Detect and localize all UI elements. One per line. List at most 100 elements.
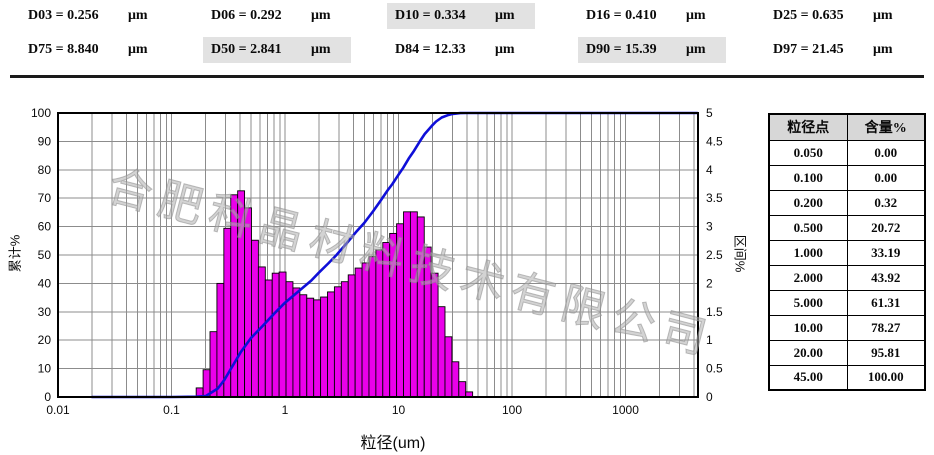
table-row: 0.500 20.72: [768, 214, 926, 241]
table-row: 0.200 0.32: [768, 189, 926, 216]
content-percent-cell: 43.92: [846, 264, 926, 291]
d-value-unit: μm: [873, 42, 893, 57]
left-tick-label: 40: [38, 276, 52, 290]
x-tick-label: 0.01: [46, 403, 70, 417]
d-value-text: D06 = 0.292: [211, 8, 282, 23]
table-header-content: 含量%: [846, 113, 926, 141]
size-point-cell: 10.00: [768, 314, 848, 341]
table-row: 5.000 61.31: [768, 289, 926, 316]
right-tick-label: 2.5: [706, 248, 723, 262]
header-separator: [10, 75, 924, 78]
x-tick-label: 10: [392, 403, 406, 417]
table-body: 0.050 0.00 0.100 0.00 0.200 0.32 0.500 20.72 1.0…: [768, 139, 926, 391]
x-tick-label: 100: [502, 403, 522, 417]
content-percent-cell: 95.81: [846, 339, 926, 366]
d-value-text: D03 = 0.256: [28, 8, 99, 23]
left-tick-label: 20: [38, 333, 52, 347]
table-row: 2.000 43.92: [768, 264, 926, 291]
left-tick-label: 30: [38, 305, 52, 319]
d-value-text: D16 = 0.410: [586, 8, 657, 23]
content-percent-cell: 0.00: [846, 164, 926, 191]
d-value-d84: D84 = 12.33 μm: [387, 37, 535, 63]
content-percent-cell: 20.72: [846, 214, 926, 241]
d-value-unit: μm: [495, 8, 515, 23]
d-value-d10: D10 = 0.334 μm: [387, 3, 535, 29]
cumulative-curve: [90, 111, 699, 399]
left-tick-label: 50: [38, 248, 52, 262]
left-tick-label: 70: [38, 191, 52, 205]
x-tick-label: 1: [282, 403, 289, 417]
left-tick-label: 80: [38, 163, 52, 177]
histogram-bars: [195, 190, 474, 398]
d-value-unit: μm: [686, 8, 706, 23]
size-point-cell: 0.500: [768, 214, 848, 241]
left-axis-title: 累计%: [7, 234, 23, 273]
d-value-unit: μm: [686, 42, 706, 57]
right-tick-label: 0.5: [706, 362, 723, 376]
right-tick-label: 4.5: [706, 134, 723, 148]
d-value-unit: μm: [873, 8, 893, 23]
x-axis-title: 粒径(um): [360, 435, 426, 452]
distribution-chart: 0 10 20 30 40 50 60 70 80 90 100 0 0.5 1 1.5 2 2.5 3 3.5 4 4…: [0, 95, 760, 455]
d-value-d16: D16 = 0.410 μm: [578, 3, 726, 29]
right-tick-label: 1.5: [706, 305, 723, 319]
d-value-unit: μm: [311, 8, 331, 23]
right-tick-label: 3: [706, 220, 713, 234]
x-tick-label: 1000: [612, 403, 639, 417]
size-content-table: 粒径点 含量% 0.050 0.00 0.100 0.00 0.200 0.32 0.500 2…: [768, 113, 926, 391]
d-value-text: D10 = 0.334: [395, 8, 466, 23]
right-tick-label: 0: [706, 390, 713, 404]
size-point-cell: 1.000: [768, 239, 848, 266]
left-tick-label: 60: [38, 220, 52, 234]
d-value-text: D84 = 12.33: [395, 42, 466, 57]
d-value-text: D50 = 2.841: [211, 42, 282, 57]
d-value-unit: μm: [495, 42, 515, 57]
size-point-cell: 2.000: [768, 264, 848, 291]
right-tick-label: 4: [706, 163, 713, 177]
right-axis-title: 区间%: [732, 234, 748, 273]
left-tick-label: 100: [31, 106, 51, 120]
content-percent-cell: 0.00: [846, 139, 926, 166]
d-value-d50: D50 = 2.841 μm: [203, 37, 351, 63]
content-percent-cell: 61.31: [846, 289, 926, 316]
content-percent-cell: 100.00: [846, 364, 926, 391]
d-value-d97: D97 = 21.45 μm: [765, 37, 913, 63]
d-value-d25: D25 = 0.635 μm: [765, 3, 913, 29]
right-tick-label: 1: [706, 333, 713, 347]
d-value-d75: D75 = 8.840 μm: [20, 37, 168, 63]
table-row: 10.00 78.27: [768, 314, 926, 341]
size-point-cell: 20.00: [768, 339, 848, 366]
d-value-d06: D06 = 0.292 μm: [203, 3, 351, 29]
d-value-unit: μm: [311, 42, 331, 57]
x-tick-label: 0.1: [163, 403, 180, 417]
axis-tick-labels: 010203040506070809010000.511.522.533.544…: [31, 106, 723, 417]
size-point-cell: 0.200: [768, 189, 848, 216]
d-value-text: D97 = 21.45: [773, 42, 844, 57]
size-point-cell: 5.000: [768, 289, 848, 316]
left-tick-label: 90: [38, 134, 52, 148]
d-value-text: D25 = 0.635: [773, 8, 844, 23]
d-value-unit: μm: [128, 8, 148, 23]
right-tick-label: 2: [706, 276, 713, 290]
table-row: 45.00 100.00: [768, 364, 926, 391]
table-row: 0.050 0.00: [768, 139, 926, 166]
right-tick-label: 5: [706, 106, 713, 120]
table-row: 20.00 95.81: [768, 339, 926, 366]
right-tick-label: 3.5: [706, 191, 723, 205]
table-row: 1.000 33.19: [768, 239, 926, 266]
table-header-size: 粒径点: [768, 113, 848, 141]
content-percent-cell: 33.19: [846, 239, 926, 266]
left-tick-label: 0: [44, 390, 51, 404]
chart-canvas: 010203040506070809010000.511.522.533.544…: [31, 106, 723, 417]
content-percent-cell: 78.27: [846, 314, 926, 341]
plot-border: [57, 112, 699, 398]
d-value-text: D75 = 8.840: [28, 42, 99, 57]
table-row: 0.100 0.00: [768, 164, 926, 191]
size-point-cell: 0.100: [768, 164, 848, 191]
d-value-d03: D03 = 0.256 μm: [20, 3, 168, 29]
d-value-d90: D90 = 15.39 μm: [578, 37, 726, 63]
content-percent-cell: 0.32: [846, 189, 926, 216]
d-value-text: D90 = 15.39: [586, 42, 657, 57]
left-tick-label: 10: [38, 362, 52, 376]
